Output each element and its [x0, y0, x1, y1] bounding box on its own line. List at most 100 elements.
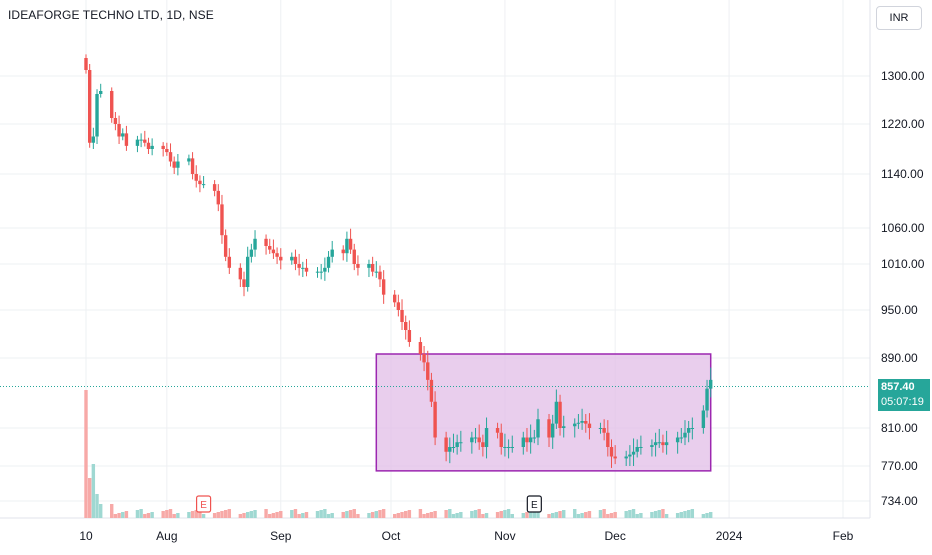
volume-bar [459, 512, 463, 518]
candle-body [576, 422, 581, 424]
candle-body [631, 451, 636, 455]
volume-bar [635, 514, 639, 518]
volume-bar [201, 514, 206, 518]
candle-body [528, 437, 533, 443]
volume-bar [242, 513, 246, 518]
volume-bar [536, 509, 540, 518]
candle-body [124, 133, 129, 146]
volume-bar [378, 510, 382, 518]
volume-bar [473, 510, 478, 518]
candle-body [536, 419, 540, 438]
candle-body [275, 253, 279, 257]
time-tick-label: Feb [833, 529, 854, 543]
candle-body [624, 456, 628, 459]
candle-body [135, 139, 140, 146]
volume-bar [609, 513, 614, 518]
volume-bar [639, 513, 643, 518]
volume-bar [631, 509, 636, 518]
candle-body [370, 264, 375, 272]
candle-body [168, 152, 173, 162]
price-tick-label: 890.00 [881, 351, 918, 365]
volume-bar [481, 514, 485, 518]
candle-body [650, 445, 654, 447]
time-tick-label: Oct [382, 529, 401, 543]
volume-bar [110, 504, 114, 518]
candle-body [150, 145, 154, 149]
volume-bar [150, 512, 154, 518]
volume-bar [370, 512, 375, 518]
volume-bar [580, 513, 584, 518]
candle-body [657, 442, 661, 444]
volume-bar [422, 514, 426, 518]
candle-body [598, 428, 603, 429]
candle-body [584, 421, 588, 424]
candle-body [238, 267, 243, 280]
volume-bar [275, 512, 279, 518]
candle-body [532, 437, 537, 439]
candle-body [400, 310, 404, 322]
candle-body [198, 180, 202, 185]
volume-bar [146, 513, 151, 518]
candle-body [117, 124, 121, 137]
candle-body [271, 249, 276, 254]
volume-bar [238, 514, 243, 518]
earnings-marker-box [195, 495, 212, 513]
candle-body [602, 428, 606, 433]
volume-bar [271, 513, 276, 518]
price-tick-label: 734.00 [881, 494, 918, 508]
earnings-marker-box [526, 495, 542, 513]
candle-body [323, 267, 327, 272]
volume-bar [293, 509, 298, 518]
volume-bar [547, 514, 551, 518]
candle-body [216, 190, 220, 205]
last-price-label: 857.40 05:07:19 [878, 378, 930, 411]
volume-bar [279, 511, 283, 518]
candle-body [98, 91, 103, 94]
candle-body [146, 142, 151, 149]
candle-body [477, 437, 481, 443]
candle-body [253, 238, 257, 250]
currency-button[interactable]: INR [876, 6, 922, 30]
candle-body [348, 238, 353, 250]
time-tick-label: Sep [270, 529, 292, 543]
candle-body [459, 442, 463, 444]
volume-bar [653, 511, 658, 518]
volume-bar [455, 513, 459, 518]
volume-bar [650, 512, 654, 518]
volume-bar [433, 511, 437, 518]
earnings-marker: E [195, 495, 212, 513]
range-box [375, 353, 712, 472]
candle-body [143, 139, 147, 143]
volume-bar [576, 514, 581, 518]
volume-bar [510, 514, 514, 518]
volume-bar [506, 509, 511, 518]
candle-body [378, 271, 382, 280]
candle-body [315, 271, 320, 273]
volume-bar [503, 510, 507, 518]
volume-bar [253, 510, 257, 518]
time-tick-label: Dec [604, 529, 625, 543]
candle-body [562, 426, 566, 428]
price-tick-label: 770.00 [881, 459, 918, 473]
candle-body [554, 401, 559, 424]
candle-body [264, 238, 268, 246]
candle-body [506, 447, 511, 448]
volume-bar [598, 510, 603, 518]
volume-bar [381, 509, 386, 518]
candle-body [573, 423, 577, 427]
candle-body [587, 423, 592, 428]
candle-body [495, 428, 500, 433]
price-tick-label: 950.00 [881, 303, 918, 317]
candle-body [628, 454, 632, 457]
volume-bar [701, 514, 706, 518]
candle-body [448, 447, 452, 452]
candle-body [418, 342, 423, 354]
candle-body [161, 145, 165, 149]
candle-body [87, 70, 92, 143]
candle-body [139, 139, 143, 141]
volume-bar [683, 511, 687, 518]
volume-bar [396, 513, 401, 518]
volume-bar [87, 478, 92, 518]
